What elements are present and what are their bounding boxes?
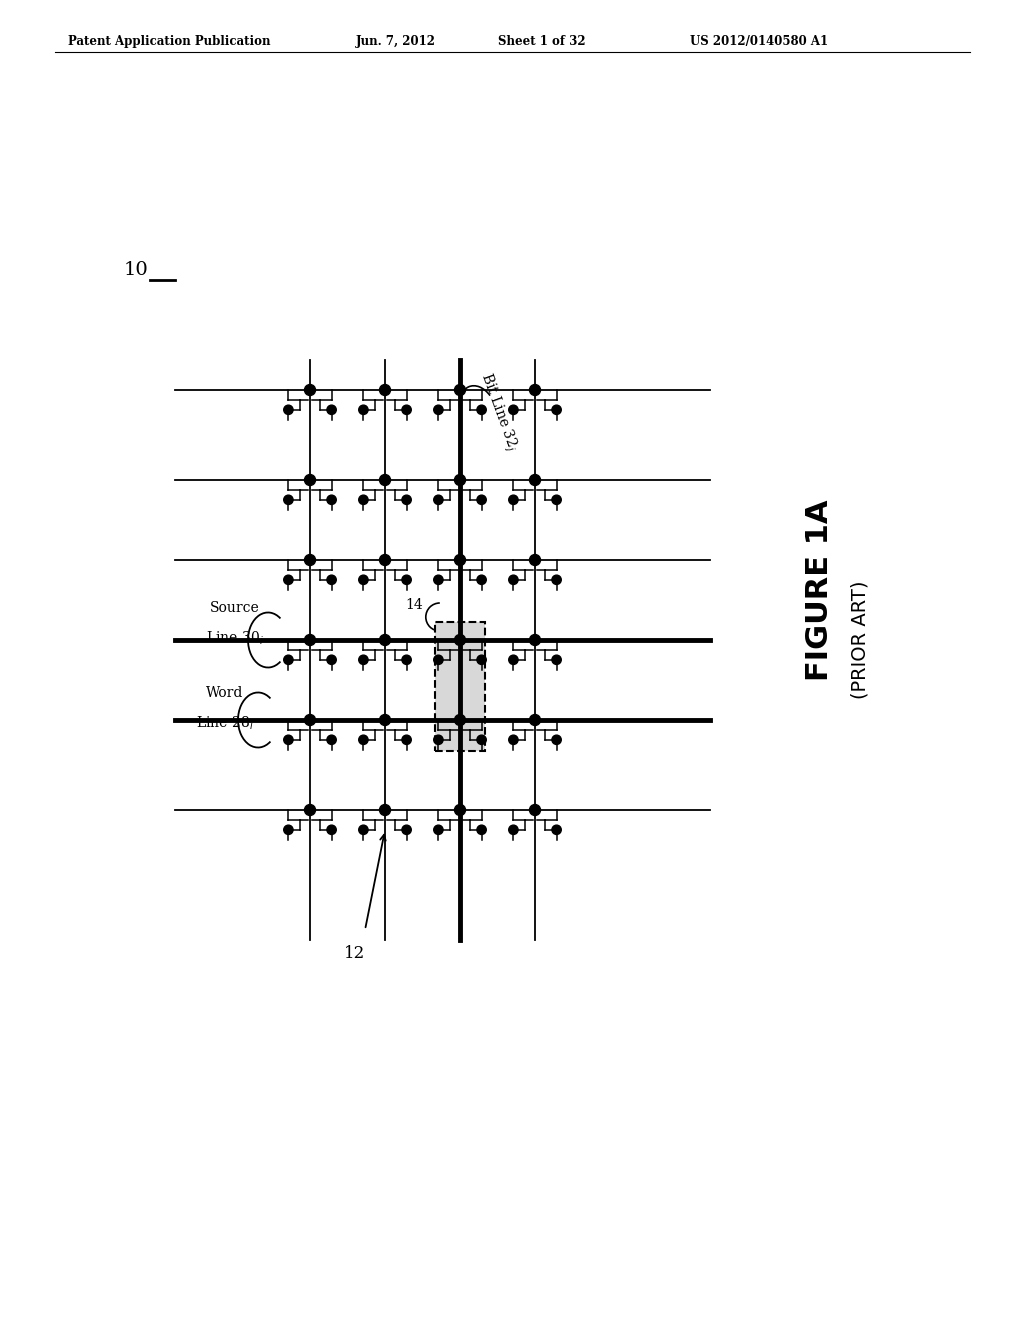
Circle shape <box>529 635 541 645</box>
Circle shape <box>380 714 390 726</box>
Circle shape <box>434 405 443 414</box>
Circle shape <box>402 495 412 504</box>
Circle shape <box>477 576 486 585</box>
Circle shape <box>327 735 336 744</box>
Circle shape <box>552 655 561 664</box>
Circle shape <box>455 474 466 486</box>
Text: Word: Word <box>206 686 244 700</box>
Circle shape <box>402 735 412 744</box>
Circle shape <box>358 405 368 414</box>
Circle shape <box>304 804 315 816</box>
Circle shape <box>402 655 412 664</box>
Circle shape <box>327 405 336 414</box>
Circle shape <box>455 384 466 396</box>
Circle shape <box>552 825 561 834</box>
Circle shape <box>434 495 443 504</box>
Circle shape <box>529 804 541 816</box>
Circle shape <box>284 405 293 414</box>
Text: 10: 10 <box>123 261 148 279</box>
Text: Line 28$_i$: Line 28$_i$ <box>197 715 254 733</box>
Circle shape <box>304 714 315 726</box>
Text: Source: Source <box>210 601 260 615</box>
Text: Sheet 1 of 32: Sheet 1 of 32 <box>498 36 586 48</box>
Circle shape <box>509 576 518 585</box>
Text: Line 30$_i$: Line 30$_i$ <box>206 630 264 647</box>
Circle shape <box>358 655 368 664</box>
Circle shape <box>529 384 541 396</box>
Circle shape <box>455 554 466 565</box>
Circle shape <box>529 714 541 726</box>
Circle shape <box>434 576 443 585</box>
Circle shape <box>455 804 466 816</box>
Circle shape <box>358 495 368 504</box>
Circle shape <box>304 554 315 565</box>
Circle shape <box>477 735 486 744</box>
Circle shape <box>380 384 390 396</box>
Circle shape <box>327 825 336 834</box>
Text: 12: 12 <box>344 945 366 962</box>
Circle shape <box>402 576 412 585</box>
Circle shape <box>380 804 390 816</box>
Text: 14: 14 <box>406 598 423 612</box>
Circle shape <box>477 655 486 664</box>
Circle shape <box>509 405 518 414</box>
Text: FIGURE 1A: FIGURE 1A <box>806 499 835 681</box>
Circle shape <box>380 554 390 565</box>
Circle shape <box>402 825 412 834</box>
Circle shape <box>284 495 293 504</box>
Circle shape <box>434 825 443 834</box>
Circle shape <box>509 825 518 834</box>
Circle shape <box>304 474 315 486</box>
Circle shape <box>284 825 293 834</box>
Bar <box>435 622 485 751</box>
Circle shape <box>552 405 561 414</box>
Circle shape <box>402 405 412 414</box>
Circle shape <box>327 655 336 664</box>
Circle shape <box>434 735 443 744</box>
Circle shape <box>552 576 561 585</box>
Circle shape <box>477 405 486 414</box>
Text: Bit Line 32$_j$: Bit Line 32$_j$ <box>475 370 521 454</box>
Text: US 2012/0140580 A1: US 2012/0140580 A1 <box>690 36 828 48</box>
Circle shape <box>552 495 561 504</box>
Circle shape <box>327 495 336 504</box>
Text: Jun. 7, 2012: Jun. 7, 2012 <box>356 36 436 48</box>
Circle shape <box>304 384 315 396</box>
Circle shape <box>380 635 390 645</box>
Circle shape <box>477 495 486 504</box>
Circle shape <box>529 474 541 486</box>
Circle shape <box>358 825 368 834</box>
Circle shape <box>552 735 561 744</box>
Text: Patent Application Publication: Patent Application Publication <box>68 36 270 48</box>
Circle shape <box>509 735 518 744</box>
Circle shape <box>455 635 466 645</box>
Circle shape <box>509 655 518 664</box>
Circle shape <box>529 554 541 565</box>
Circle shape <box>358 576 368 585</box>
Circle shape <box>477 825 486 834</box>
Circle shape <box>509 495 518 504</box>
Circle shape <box>380 474 390 486</box>
Circle shape <box>434 655 443 664</box>
Circle shape <box>304 635 315 645</box>
Circle shape <box>284 576 293 585</box>
Circle shape <box>284 655 293 664</box>
Text: (PRIOR ART): (PRIOR ART) <box>851 581 869 700</box>
Circle shape <box>358 735 368 744</box>
Circle shape <box>284 735 293 744</box>
Circle shape <box>455 714 466 726</box>
Circle shape <box>327 576 336 585</box>
